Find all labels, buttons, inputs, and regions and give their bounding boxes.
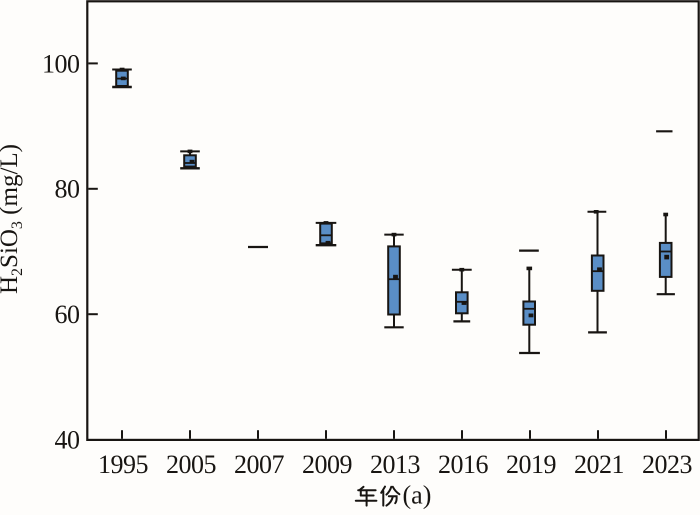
svg-text:2007: 2007 xyxy=(234,450,285,479)
svg-text:2023: 2023 xyxy=(642,450,692,479)
svg-text:H2SiO3 (mg/L): H2SiO3 (mg/L) xyxy=(0,144,26,294)
svg-text:(a): (a) xyxy=(403,481,432,510)
svg-text:2013: 2013 xyxy=(370,450,420,479)
svg-text:80: 80 xyxy=(55,175,81,204)
svg-text:40: 40 xyxy=(55,426,81,455)
svg-text:2019: 2019 xyxy=(506,450,556,479)
svg-text:2009: 2009 xyxy=(302,450,352,479)
svg-text:2021: 2021 xyxy=(574,450,624,479)
svg-text:100: 100 xyxy=(42,49,80,78)
svg-text:2005: 2005 xyxy=(166,450,216,479)
svg-text:1995: 1995 xyxy=(98,450,148,479)
svg-text:60: 60 xyxy=(55,300,81,329)
svg-text:2016: 2016 xyxy=(438,450,489,479)
